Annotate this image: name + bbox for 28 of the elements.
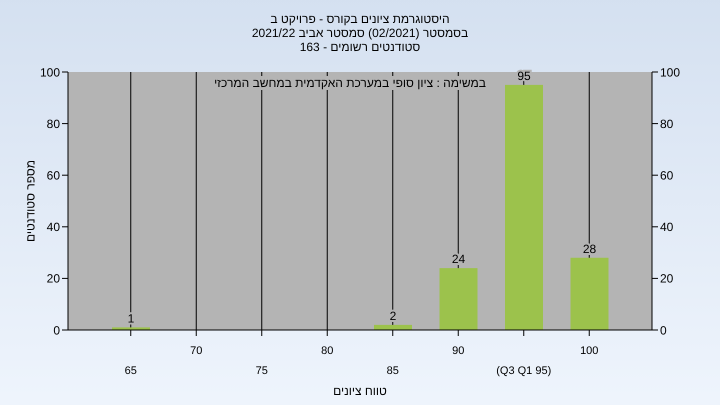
annotation: במשימה : ציון סופי במערכת האקדמית במחשב המרכזי [212, 76, 488, 90]
y2-tick-label: 20 [660, 272, 674, 286]
x-tick-label: 90 [452, 345, 464, 357]
y-tick-label: 100 [40, 65, 60, 80]
bar [505, 84, 543, 330]
x-tick-label: 65 [124, 365, 137, 377]
y2-tick-label: 40 [660, 220, 674, 234]
y2-tick-label: 60 [660, 168, 674, 182]
y-tick-label: 40 [46, 220, 60, 234]
y2-tick-label: 80 [660, 116, 674, 131]
y-tick-label: 80 [46, 116, 60, 131]
x-tick-label: 75 [256, 365, 268, 377]
y-tick-label: 20 [46, 272, 60, 286]
y2-tick-label: 0 [660, 323, 667, 338]
y2-tick-label: 100 [660, 65, 680, 80]
x-tick-label: 70 [190, 345, 202, 357]
bar [440, 268, 478, 330]
x-tick-label: 100 [580, 345, 598, 357]
y-tick-label: 60 [46, 168, 60, 182]
chart-subtitle: בסמסטר (02/2021) סמסטר אביב 2021/22 סטודנטים רשומים - 163 [250, 26, 470, 54]
x-axis-title: טווח ציונים [333, 384, 388, 398]
bar [570, 258, 608, 330]
chart-title: היסטוגרמת ציונים בקורס - פרויקט ב [269, 12, 451, 26]
x-tick-label: 80 [321, 345, 334, 357]
y-axis-title: מספר סטודנטים [23, 160, 38, 242]
x-tick-label: (Q3 Q1 95) [496, 365, 552, 377]
y-tick-label: 0 [53, 323, 60, 338]
x-tick-label: 85 [386, 365, 399, 377]
